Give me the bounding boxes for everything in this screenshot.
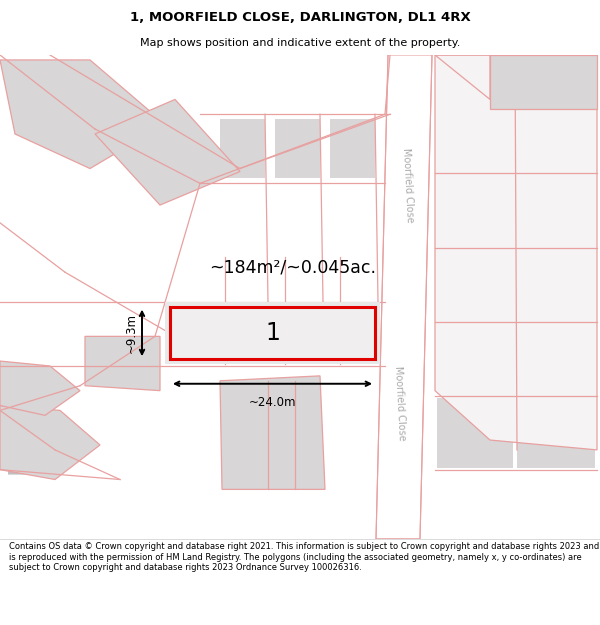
Text: Moorfield Close: Moorfield Close	[393, 366, 407, 441]
Polygon shape	[10, 65, 148, 162]
Polygon shape	[275, 119, 320, 178]
Text: ~9.3m: ~9.3m	[125, 313, 138, 353]
Text: Contains OS data © Crown copyright and database right 2021. This information is : Contains OS data © Crown copyright and d…	[9, 542, 599, 572]
Bar	[170, 307, 375, 359]
Polygon shape	[330, 119, 375, 178]
Text: Moorfield Close: Moorfield Close	[401, 148, 415, 223]
Bar	[437, 181, 513, 246]
Text: Map shows position and indicative extent of the property.: Map shows position and indicative extent…	[140, 39, 460, 49]
Polygon shape	[376, 55, 432, 539]
Text: ~24.0m: ~24.0m	[249, 396, 296, 409]
Text: 1: 1	[265, 321, 280, 345]
Polygon shape	[0, 60, 165, 169]
Bar	[517, 249, 595, 319]
Polygon shape	[0, 406, 100, 479]
Polygon shape	[103, 109, 232, 201]
Bar	[517, 324, 595, 394]
Bar	[437, 249, 513, 319]
Polygon shape	[435, 55, 597, 450]
Polygon shape	[165, 302, 380, 364]
Polygon shape	[0, 361, 80, 416]
Polygon shape	[85, 336, 160, 391]
Polygon shape	[220, 376, 325, 489]
Text: 1, MOORFIELD CLOSE, DARLINGTON, DL1 4RX: 1, MOORFIELD CLOSE, DARLINGTON, DL1 4RX	[130, 11, 470, 24]
Bar	[437, 324, 513, 394]
Bar	[517, 181, 595, 246]
Polygon shape	[8, 413, 92, 474]
Polygon shape	[490, 55, 597, 109]
Polygon shape	[95, 99, 240, 205]
Bar	[437, 398, 513, 468]
Polygon shape	[228, 381, 317, 484]
Polygon shape	[220, 119, 265, 178]
Text: ~184m²/~0.045ac.: ~184m²/~0.045ac.	[209, 258, 376, 276]
Bar	[517, 398, 595, 468]
